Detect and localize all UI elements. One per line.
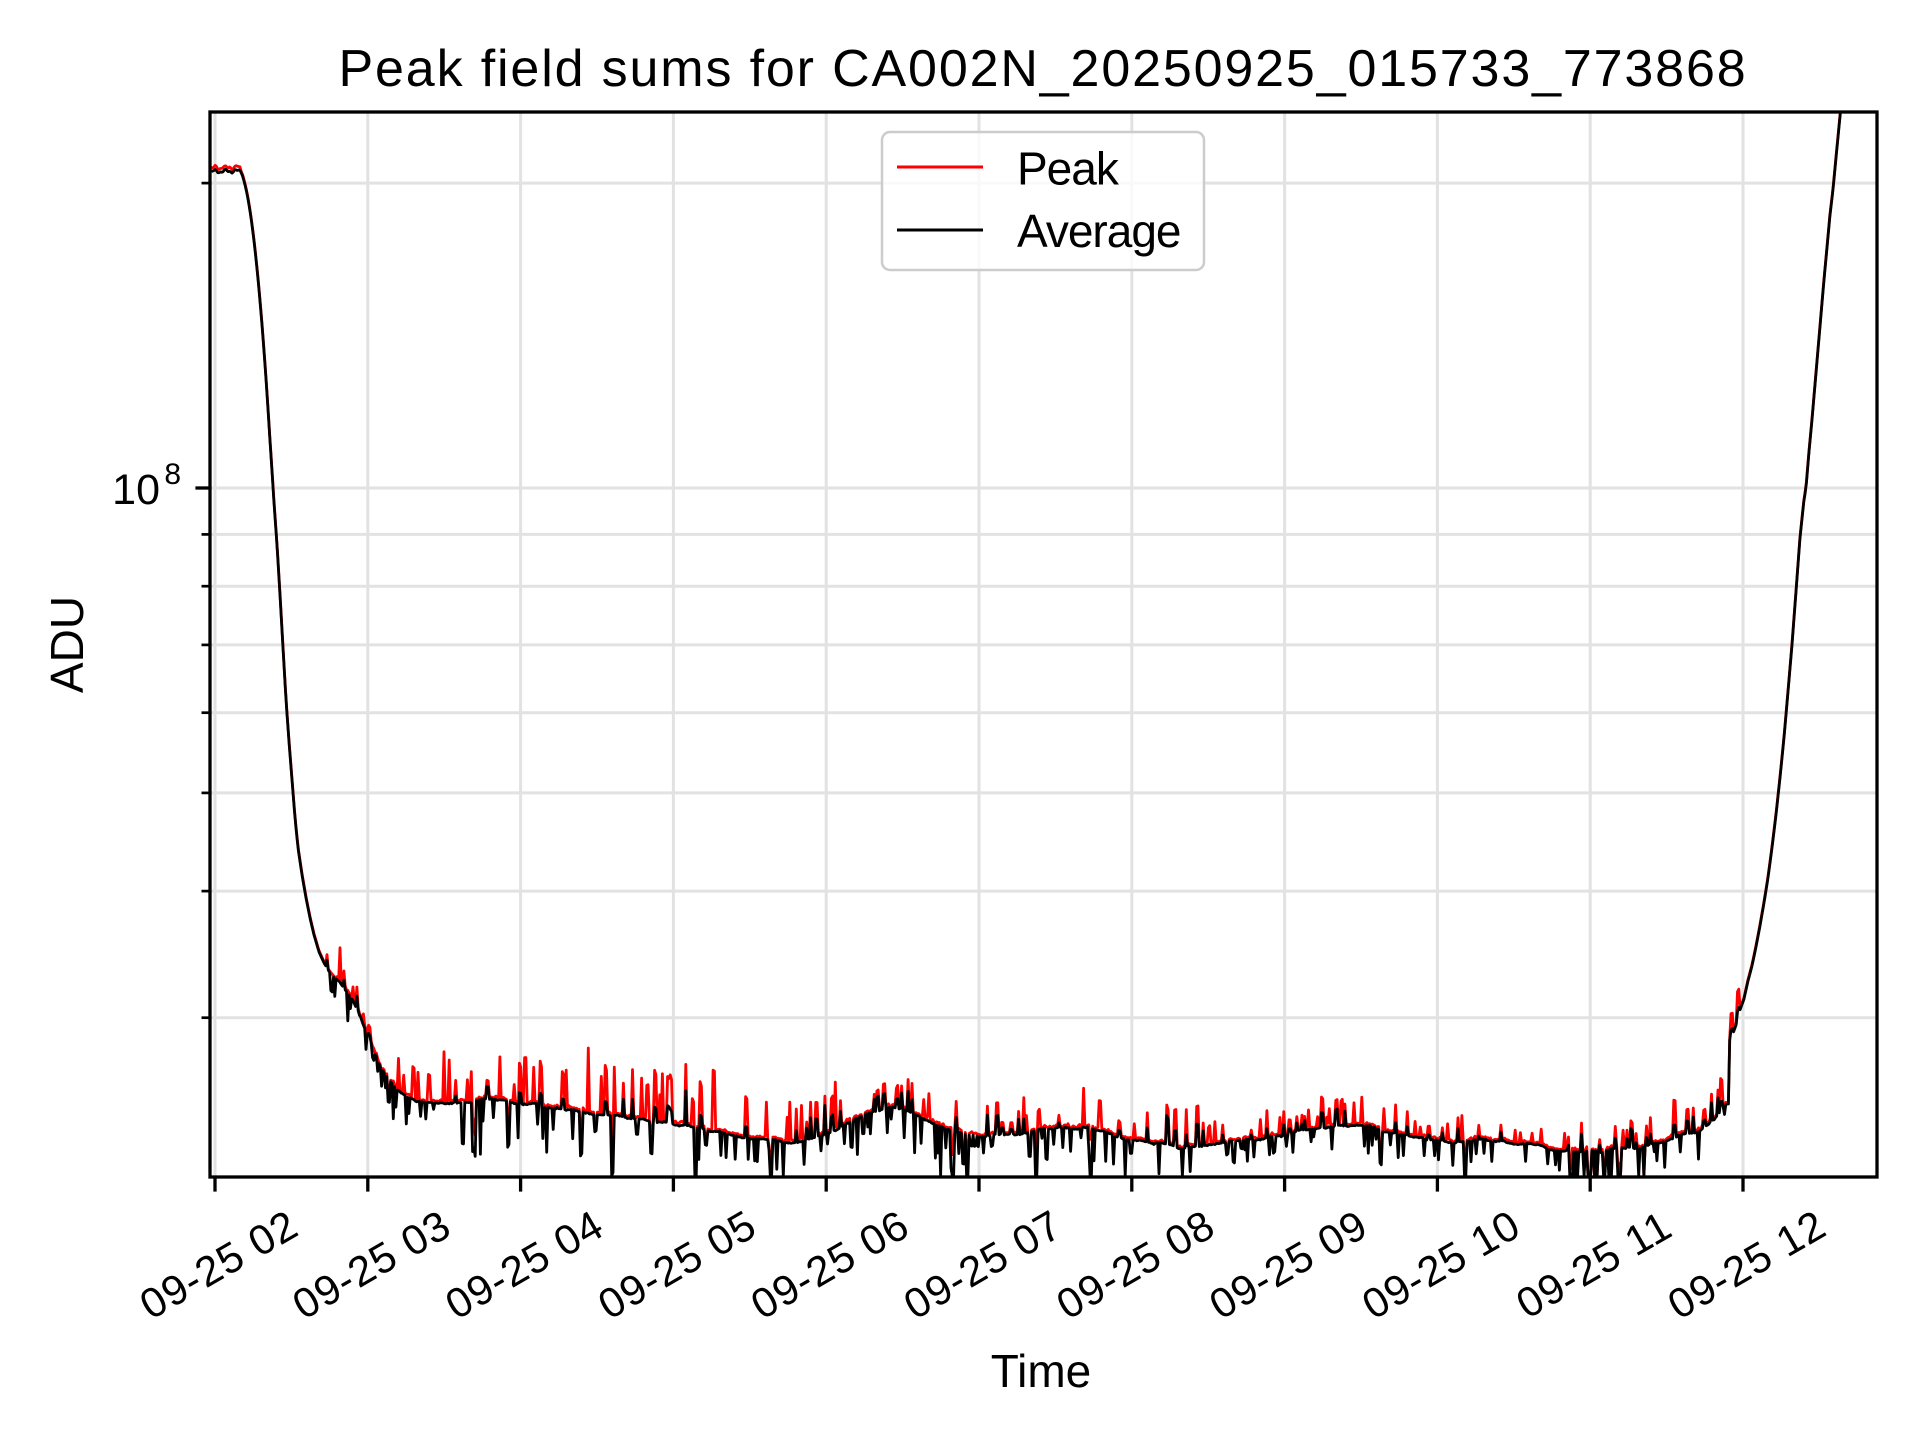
svg-text:Time: Time (991, 1345, 1092, 1397)
svg-text:ADU: ADU (41, 596, 93, 693)
svg-text:10: 10 (112, 466, 160, 514)
svg-text:Peak: Peak (1017, 143, 1120, 195)
svg-text:Peak field sums for CA002N_202: Peak field sums for CA002N_20250925_0157… (339, 40, 1748, 98)
svg-text:Average: Average (1017, 205, 1181, 257)
svg-text:8: 8 (164, 458, 181, 491)
